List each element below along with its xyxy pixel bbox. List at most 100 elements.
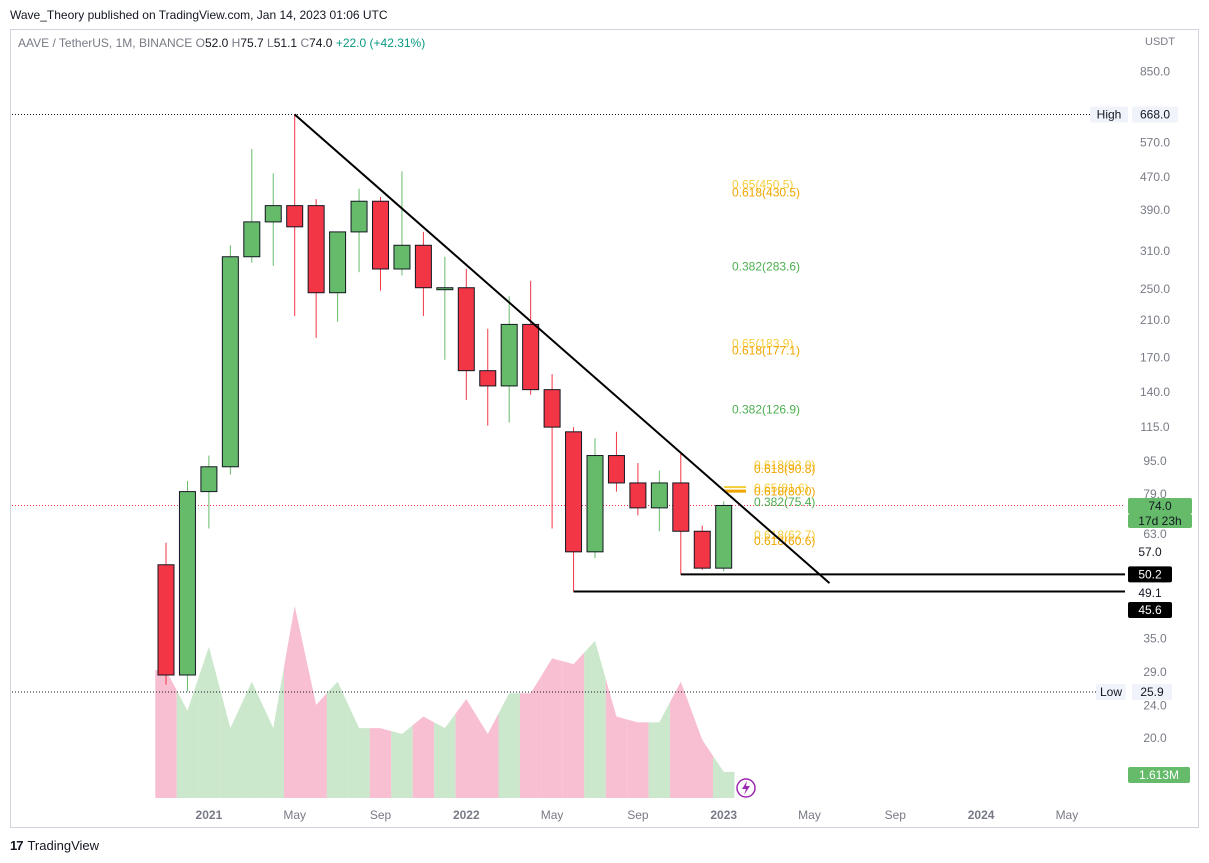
candle-body	[178, 491, 196, 676]
volume-area-segment	[305, 655, 327, 798]
x-tick-label: 2022	[453, 808, 480, 822]
fib-level-label: 0.65(183.9)	[732, 337, 793, 351]
y-tick-label: 79.0	[1143, 487, 1167, 501]
countdown-tag: 17d 23h	[1138, 514, 1181, 528]
candle-body	[286, 205, 304, 228]
y-tick-label: 140.0	[1140, 385, 1170, 399]
price-tag-57: 57.0	[1138, 545, 1162, 559]
candle-body	[457, 287, 475, 372]
volume-area-segment	[691, 710, 713, 798]
symbol-title[interactable]: AAVE / TetherUS, 1M, BINANCE	[18, 36, 193, 50]
x-tick-label: 2024	[968, 808, 995, 822]
high-tag-label: High	[1097, 108, 1122, 122]
fib-marker	[724, 489, 746, 493]
y-tick-label: 115.0	[1140, 420, 1169, 434]
high-tag-value-bg	[1132, 106, 1178, 123]
price-tag-50-bg	[1128, 566, 1172, 583]
price-tag-49-bg	[1128, 585, 1172, 601]
volume-area-segment	[562, 652, 585, 798]
candle-body	[543, 389, 561, 428]
x-tick-label: May	[1056, 808, 1079, 822]
high-value: 75.7	[240, 36, 264, 50]
volume-area-segment	[391, 725, 413, 798]
price-tag-49: 49.1	[1138, 586, 1162, 600]
volume-area-segment	[369, 728, 392, 798]
fib-level-label: 0.618(60.6)	[754, 534, 815, 548]
close-value: 74.0	[309, 36, 333, 50]
candle-body	[221, 256, 239, 468]
volume-area-segment	[670, 681, 692, 798]
fib-level-label: 0.65(450.5)	[732, 177, 793, 191]
y-tick-label: 570.0	[1140, 136, 1170, 150]
price-tag-45-bg	[1128, 602, 1172, 618]
y-tick-label: 310.0	[1140, 244, 1170, 258]
volume-area-segment	[712, 755, 735, 798]
candle-body	[522, 323, 540, 391]
y-tick-label: 170.0	[1140, 351, 1170, 365]
volume-area-segment	[584, 640, 606, 798]
fib-level-label: 0.618(93.0)	[754, 458, 815, 472]
y-tick-label: 20.0	[1143, 731, 1167, 745]
candle-body	[329, 231, 347, 294]
candle-body	[586, 455, 604, 553]
volume-area-segment	[262, 667, 284, 798]
y-tick-label: 470.0	[1140, 170, 1170, 184]
fib-level-label: 0.618(80.0)	[754, 485, 815, 499]
x-tick-label: 2023	[710, 808, 737, 822]
fib-marker	[724, 486, 746, 489]
symbol-legend: AAVE / TetherUS, 1M, BINANCE O52.0 H75.7…	[18, 36, 425, 50]
fib-level-label: 0.618(177.1)	[732, 343, 800, 357]
x-tick-label: Sep	[370, 808, 392, 822]
volume-area-segment	[155, 670, 177, 798]
y-tick-label: 24.0	[1143, 699, 1167, 713]
candle-body	[650, 482, 668, 509]
volume-area-segment	[348, 704, 370, 798]
low-tag-label-bg	[1096, 684, 1126, 700]
y-tick-label: 210.0	[1140, 313, 1170, 327]
fib-level-label: 0.618(430.5)	[732, 186, 800, 200]
low-value: 51.1	[273, 36, 298, 50]
x-tick-label: 2021	[196, 808, 223, 822]
volume-area-segment	[283, 606, 306, 798]
y-tick-label: 850.0	[1140, 65, 1170, 79]
change-value: +22.0 (+42.31%)	[335, 36, 426, 50]
candle-body	[264, 205, 282, 223]
fib-level-label: 0.65(81.6)	[754, 481, 809, 495]
candle-body	[414, 244, 432, 289]
y-tick-label: 250.0	[1140, 282, 1170, 296]
volume-area-segment	[176, 678, 199, 798]
candle-body	[350, 200, 368, 233]
price-tag-57-bg	[1128, 543, 1172, 560]
footer: 17 TradingView	[10, 838, 99, 853]
low-tag-label: Low	[1100, 685, 1122, 699]
low-tag-value: 25.9	[1140, 685, 1164, 699]
y-tick-label: 29.0	[1143, 665, 1167, 679]
y-tick-label: 95.0	[1143, 454, 1167, 468]
low-tag-value-bg	[1132, 684, 1172, 700]
current-price-tag-bg	[1128, 498, 1192, 514]
volume-area-segment	[519, 675, 542, 798]
volume-area-segment	[648, 702, 671, 798]
high-tag-value: 668.0	[1140, 108, 1170, 122]
volume-area-segment	[477, 713, 499, 798]
x-tick-label: May	[541, 808, 564, 822]
open-value: 52.0	[204, 36, 229, 50]
candle-body	[200, 466, 218, 493]
volume-area-segment	[198, 646, 220, 798]
currency-label: USDT	[1145, 36, 1175, 48]
candle-body	[243, 221, 261, 258]
y-tick-label: 390.0	[1140, 203, 1170, 217]
candle-body	[372, 200, 389, 270]
candle-body	[629, 482, 647, 509]
publisher-header: Wave_Theory published on TradingView.com…	[10, 8, 388, 22]
fib-level-label: 0.382(126.9)	[732, 403, 800, 417]
candle-body	[693, 530, 711, 569]
fib-level-label: 0.382(283.6)	[732, 260, 800, 274]
fib-level-label: 0.382(75.4)	[754, 495, 815, 509]
volume-area-segment	[541, 658, 563, 798]
close-label: C	[300, 36, 310, 50]
candle-body	[672, 482, 690, 532]
volume-area-segment	[627, 719, 649, 798]
candle-body	[607, 455, 625, 484]
